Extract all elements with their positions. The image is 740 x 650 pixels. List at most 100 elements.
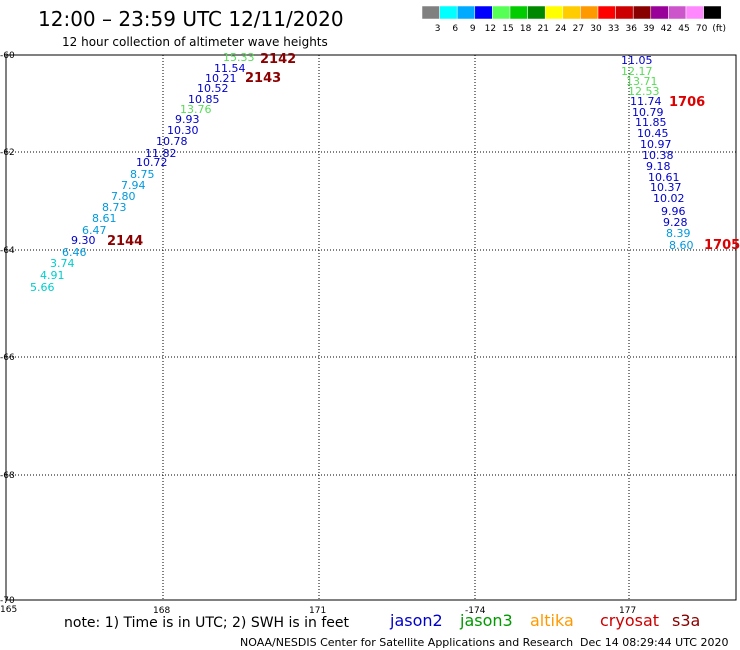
scale-swatch: [580, 5, 599, 20]
swh-value: 8.73: [102, 201, 127, 214]
satellite-jason2: jason2: [389, 611, 443, 630]
latitude-label: -66: [0, 353, 15, 363]
swh-value: 10.38: [642, 149, 674, 162]
swh-value: 13.71: [626, 75, 658, 88]
swh-value: 10.61: [648, 171, 680, 184]
scale-swatch: [562, 5, 581, 20]
scale-swatch: [456, 5, 476, 20]
scale-swatch: [474, 5, 493, 20]
satellite-jason3: jason3: [459, 611, 513, 630]
swh-value: 9.30: [71, 234, 96, 247]
time-label: 1705: [704, 238, 740, 253]
swh-value: 10.45: [637, 127, 669, 140]
map-frame: [5, 54, 737, 601]
longitude-label: 171: [309, 606, 326, 616]
time-label: 2142: [260, 52, 296, 67]
latitude-label: -60: [0, 51, 15, 61]
scale-swatch: [685, 5, 704, 20]
footer-timestamp: Dec 14 08:29:44 UTC 2020: [580, 636, 728, 649]
footer-org: NOAA/NESDIS Center for Satellite Applica…: [240, 636, 573, 649]
time-label: 1706: [669, 95, 705, 110]
swh-value: 10.52: [197, 82, 229, 95]
scale-swatch: [527, 5, 546, 20]
swh-value: 11.82: [145, 147, 177, 160]
scale-swatch: [650, 5, 669, 20]
scale-swatch: [544, 5, 564, 20]
longitude-label: -174: [465, 606, 486, 616]
scale-label: 24: [555, 24, 567, 34]
longitude-label: 177: [619, 606, 636, 616]
swh-value: 10.21: [205, 72, 237, 85]
scale-swatch: [492, 5, 511, 20]
swh-value: 9.18: [646, 160, 671, 173]
satellite-altika: altika: [530, 611, 574, 630]
swh-value: 6.47: [82, 224, 107, 237]
swh-value: 7.94: [121, 179, 146, 192]
wave-height-color-scale: 3 6 9 12 15 18 21 24 27 30 33 36 39 42 45 70 (ft): [421, 5, 726, 34]
satellite-cryosat: cryosat: [600, 611, 659, 630]
swh-value: 10.97: [640, 138, 672, 151]
scale-label: 70: [696, 24, 708, 34]
scale-swatch: [615, 5, 634, 20]
swh-value: 13.76: [180, 103, 212, 116]
swh-value: 10.72: [136, 156, 168, 169]
longitude-labels: 165 168 171 -174 177: [0, 605, 636, 616]
swh-value: 5.66: [30, 281, 55, 294]
track-west: 15.3311.5410.2110.5210.8513.769.9310.301…: [30, 51, 296, 294]
latitude-label: -62: [0, 148, 15, 158]
swh-value: 11.54: [214, 62, 246, 75]
scale-swatch: [597, 5, 616, 20]
scale-label: 9: [470, 24, 476, 34]
scale-swatch: [509, 5, 528, 20]
scale-label: 45: [678, 24, 689, 34]
latitude-label: -64: [0, 246, 15, 256]
swh-value: 9.93: [175, 113, 200, 126]
swh-value: 8.60: [669, 239, 694, 252]
longitude-label: 165: [0, 605, 17, 615]
swh-value: 8.61: [92, 212, 117, 225]
scale-label: 21: [537, 24, 548, 34]
page-title: 12:00 – 23:59 UTC 12/11/2020: [38, 7, 344, 31]
swh-value: 9.28: [663, 216, 688, 229]
latitude-label: -70: [0, 596, 15, 606]
swh-value: 10.78: [156, 135, 188, 148]
scale-label: 6: [452, 24, 458, 34]
swh-value: 7.80: [111, 190, 136, 203]
scale-label: 27: [573, 24, 584, 34]
scale-label: 12: [485, 24, 496, 34]
swh-value: 4.91: [40, 269, 65, 282]
swh-value: 15.33: [223, 51, 255, 64]
swh-value: 10.85: [188, 93, 220, 106]
satellite-legend: jason2 jason3 altika cryosat s3a: [389, 611, 700, 630]
swh-value: 11.85: [635, 116, 667, 129]
swh-value: 10.30: [167, 124, 199, 137]
swh-value: 3.74: [50, 257, 75, 270]
units-note: note: 1) Time is in UTC; 2) SWH is in fe…: [64, 615, 350, 631]
swh-value: 11.05: [621, 54, 653, 67]
swh-value: 11.74: [630, 95, 662, 108]
scale-label: 33: [608, 24, 619, 34]
scale-swatch: [421, 5, 440, 20]
scale-label: 36: [625, 24, 637, 34]
scale-swatch: [632, 5, 652, 20]
scale-label: 18: [520, 24, 532, 34]
scale-label: 39: [643, 24, 655, 34]
page-subtitle: 12 hour collection of altimeter wave hei…: [62, 35, 328, 49]
latitude-labels: -60 -62 -64 -66 -68 -70: [0, 51, 15, 606]
scale-label: 42: [661, 24, 672, 34]
scale-label: 15: [502, 24, 513, 34]
swh-value: 6.46: [62, 246, 87, 259]
swh-value: 9.96: [661, 205, 686, 218]
graticule: [6, 55, 736, 600]
time-label: 2143: [245, 71, 281, 86]
scale-label: 30: [590, 24, 602, 34]
map-area: -60 -62 -64 -66 -68 -70 165 168 171 -174 177 15.3…: [0, 51, 740, 616]
swh-value: 10.37: [650, 181, 682, 194]
scale-swatch: [668, 5, 687, 20]
swh-value: 12.17: [621, 65, 653, 78]
swh-value: 8.39: [666, 227, 691, 240]
time-label: 2144: [107, 234, 143, 249]
scale-swatch: [439, 5, 458, 20]
scale-swatch: [703, 5, 722, 20]
